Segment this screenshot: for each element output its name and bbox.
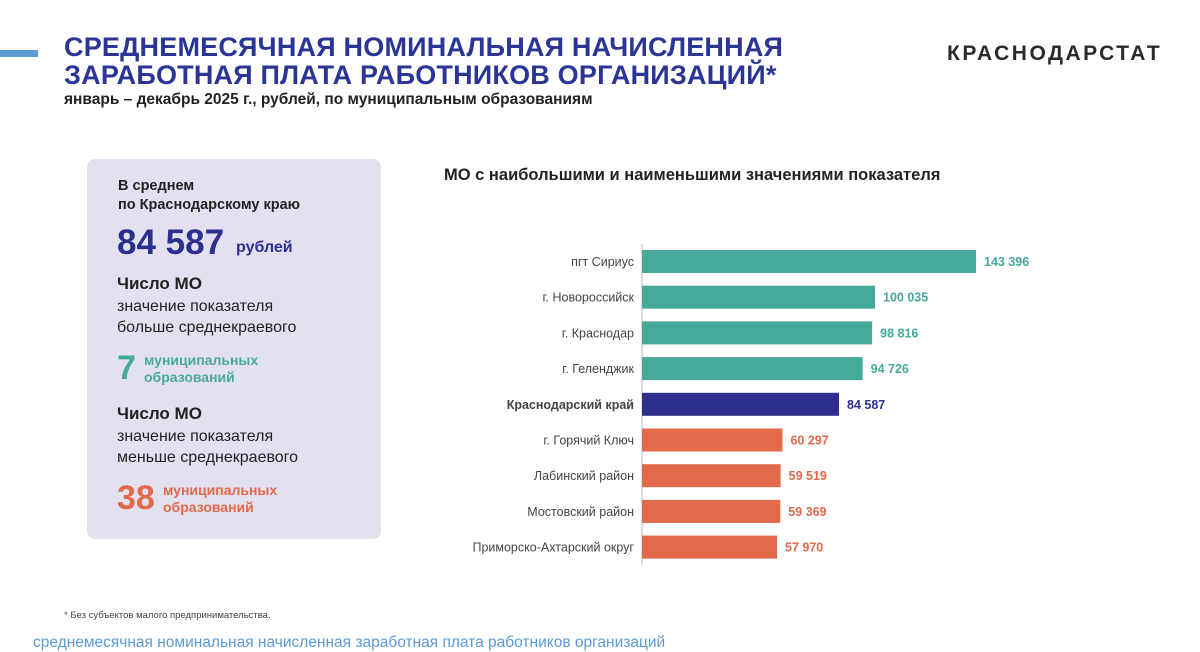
above-group-unit: муниципальных образований — [144, 352, 259, 385]
value-label-5: 60 297 — [790, 434, 828, 448]
value-label-1: 100 035 — [883, 291, 928, 305]
value-label-4: 84 587 — [847, 398, 885, 412]
bar-2 — [642, 321, 873, 345]
category-label-5: г. Горячий Ключ — [543, 434, 634, 448]
below-group-title: Число МО — [117, 404, 202, 423]
category-label-7: Мостовский район — [527, 505, 634, 519]
bar-0 — [642, 250, 976, 273]
value-label-7: 59 369 — [788, 505, 826, 519]
category-label-1: г. Новороссийск — [543, 291, 635, 305]
value-label-8: 57 970 — [785, 541, 823, 555]
summary-panel: В среднем по Краснодарскому краю 84 587 … — [87, 159, 381, 539]
above-group-title: Число МО — [117, 274, 202, 293]
below-group-unit: муниципальных образований — [163, 482, 278, 515]
value-label-2: 98 816 — [880, 326, 918, 340]
average-unit: рублей — [236, 239, 293, 256]
value-label-0: 143 396 — [984, 255, 1029, 269]
brand-logo: КРАСНОДАРСТАТ — [947, 42, 1163, 65]
bar-6 — [642, 464, 781, 488]
bar-5 — [642, 428, 783, 452]
accent-bar — [0, 50, 38, 57]
average-label: В среднем по Краснодарскому краю — [118, 178, 301, 213]
average-value: 84 587 — [117, 223, 225, 262]
value-label-3: 94 726 — [871, 362, 909, 376]
category-label-6: Лабинский район — [534, 469, 634, 483]
chart-title: МО с наибольшими и наименьшими значениям… — [444, 166, 941, 184]
footnote: * Без субъектов малого предпринимательст… — [64, 610, 271, 621]
below-group-count: 38 — [117, 479, 155, 517]
category-label-3: г. Геленджик — [562, 362, 634, 376]
below-group-desc: значение показателя меньше среднекраевог… — [117, 428, 299, 466]
above-group-count: 7 — [117, 349, 136, 387]
value-label-6: 59 519 — [789, 469, 827, 483]
bottom-caption: среднемесячная номинальная начисленная з… — [33, 634, 666, 651]
category-label-4: Краснодарский край — [507, 398, 634, 412]
category-label-8: Приморско-Ахтарский округ — [472, 541, 634, 555]
category-label-2: г. Краснодар — [562, 326, 634, 340]
category-label-0: пгт Сириус — [571, 255, 634, 269]
above-group-desc: значение показателя больше среднекраевог… — [117, 298, 297, 336]
bar-3 — [642, 357, 863, 381]
bar-1 — [642, 285, 876, 309]
page-subtitle: январь – декабрь 2025 г., рублей, по мун… — [64, 91, 593, 108]
page-title: СРЕДНЕМЕСЯЧНАЯ НОМИНАЛЬНАЯ НАЧИСЛЕННАЯ З… — [64, 32, 784, 90]
bar-8 — [642, 535, 778, 559]
bar-7 — [642, 499, 781, 523]
bar-4 — [642, 392, 840, 416]
